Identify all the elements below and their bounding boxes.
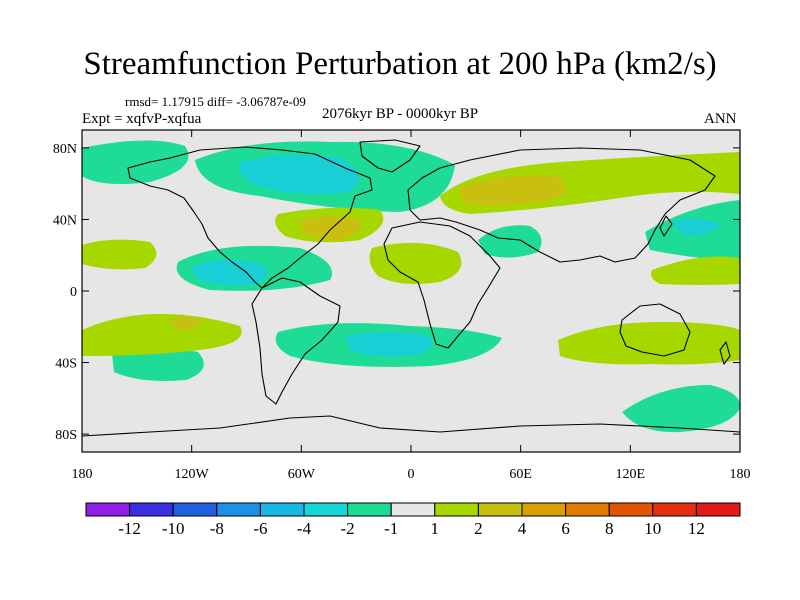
core-north-america: [239, 154, 359, 194]
lat-label: 0: [70, 285, 77, 300]
coastlines: [82, 139, 740, 437]
core-eurasia: [458, 175, 566, 206]
lat-label: 80N: [53, 142, 77, 157]
coast-europe-asia: [407, 147, 716, 263]
core-e-pacific: [192, 259, 268, 286]
region-tropical-africa: [369, 242, 462, 284]
region-w-pacific-tropics: [651, 256, 740, 285]
lon-label: 0: [408, 467, 415, 482]
colorbar-box: [565, 502, 610, 517]
colorbar-box: [303, 502, 349, 517]
coast-australia: [619, 303, 691, 357]
colorbar-box: [521, 502, 567, 517]
region-central-pacific: [82, 239, 157, 270]
colorbar-label: 4: [518, 519, 527, 538]
colorbar-label: -4: [297, 519, 312, 538]
region-middle-east: [478, 225, 542, 258]
core-w-pacific: [670, 218, 720, 236]
colorbar-box: [259, 502, 305, 517]
colorbar-box: [608, 502, 654, 517]
coast-new-zealand: [719, 341, 731, 365]
colorbar-box: [390, 502, 436, 517]
colorbar-label: -6: [253, 519, 267, 538]
colorbar-box: [347, 502, 392, 517]
colorbar-label: 8: [605, 519, 614, 538]
lon-label: 120E: [616, 467, 646, 482]
colorbar-box: [216, 502, 261, 517]
negative-strong-regions: [192, 154, 720, 357]
region-s-pacific-midlat: [112, 347, 204, 381]
coast-japan: [659, 215, 673, 237]
colorbar-box: [85, 502, 131, 517]
coast-africa: [383, 221, 501, 349]
colorbar-label: 1: [431, 519, 440, 538]
region-australia: [558, 322, 740, 365]
plot-title: Streamfunction Perturbation at 200 hPa (…: [83, 46, 717, 82]
colorbar-box: [652, 502, 697, 517]
positive-strong-regions: [168, 175, 566, 330]
coast-north-america: [127, 146, 373, 289]
region-s-pacific: [82, 313, 242, 356]
coast-antarctica: [82, 415, 740, 437]
axis-ticks: 80N 40N 0 40S 80S 180 120W 60W 0 60E 120E 180: [53, 130, 751, 482]
experiment-label: Expt = xqfvP-xqfua: [82, 111, 202, 127]
colorbar-label: -10: [162, 519, 185, 538]
coast-south-america: [251, 277, 341, 405]
period-label: 2076kyr BP - 0000kyr BP: [322, 106, 479, 122]
colorbar-box: [434, 502, 479, 517]
colorbar-label: -2: [341, 519, 355, 538]
core-n-atlantic: [302, 216, 361, 240]
colorbar-label: 6: [561, 519, 570, 538]
colorbar-label: 12: [688, 519, 705, 538]
colorbar-label: -8: [210, 519, 224, 538]
colorbar-label: 2: [474, 519, 483, 538]
colorbar-label: -12: [118, 519, 141, 538]
colorbar-box: [129, 502, 174, 517]
lon-label: 180: [730, 467, 751, 482]
colorbar: -12 -10 -8 -6 -4 -2 -1 1 2 4 6 8 10 12: [85, 502, 741, 538]
season-label: ANN: [704, 111, 737, 127]
lat-label: 40N: [53, 213, 77, 228]
coast-greenland: [359, 139, 421, 173]
core-s-pacific: [168, 317, 200, 330]
region-ne-pacific: [82, 140, 189, 184]
colorbar-label: 10: [644, 519, 661, 538]
core-s-atlantic: [345, 332, 433, 357]
colorbar-box: [172, 502, 218, 517]
lon-label: 60E: [509, 467, 532, 482]
lon-label: 120W: [175, 467, 210, 482]
lat-label: 80S: [55, 428, 77, 443]
colorbar-label: -1: [384, 519, 398, 538]
colorbar-box: [695, 502, 741, 517]
lat-label: 40S: [55, 357, 77, 372]
lon-label: 60W: [288, 467, 316, 482]
colorbar-box: [477, 502, 523, 517]
stats-label: rmsd= 1.17915 diff= -3.06787e-09: [125, 94, 306, 109]
lon-label: 180: [72, 467, 93, 482]
region-southern-ocean: [622, 385, 740, 433]
